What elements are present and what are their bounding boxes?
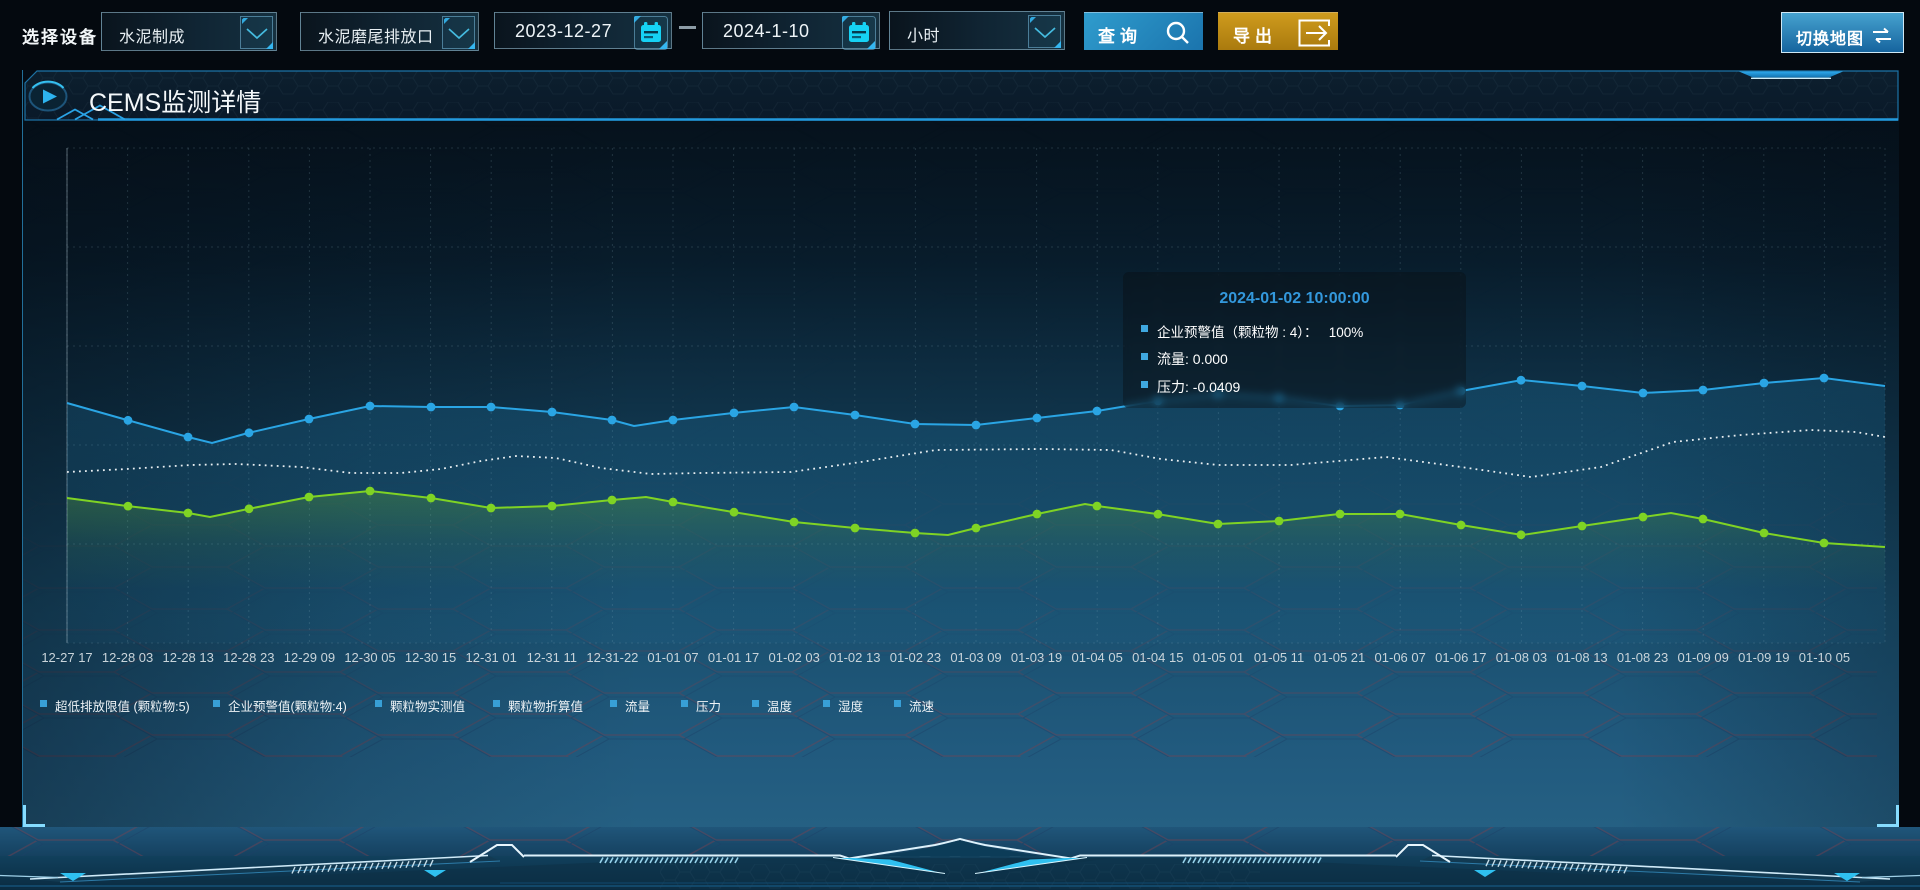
- svg-text:12-27 17: 12-27 17: [41, 650, 92, 665]
- svg-text:12-31-22: 12-31-22: [586, 650, 638, 665]
- svg-text:01-03 19: 01-03 19: [1011, 650, 1062, 665]
- svg-text:01-05 21: 01-05 21: [1314, 650, 1365, 665]
- svg-text:01-08 13: 01-08 13: [1556, 650, 1607, 665]
- svg-text:12-29 09: 12-29 09: [284, 650, 335, 665]
- svg-text:01-01 17: 01-01 17: [708, 650, 759, 665]
- svg-text:01-05 01: 01-05 01: [1193, 650, 1244, 665]
- svg-text:01-04 05: 01-04 05: [1072, 650, 1123, 665]
- svg-text:01-06 17: 01-06 17: [1435, 650, 1486, 665]
- svg-text:12-28 03: 12-28 03: [102, 650, 153, 665]
- svg-text:01-04 15: 01-04 15: [1132, 650, 1183, 665]
- svg-text:01-06 07: 01-06 07: [1375, 650, 1426, 665]
- svg-text:01-09 19: 01-09 19: [1738, 650, 1789, 665]
- svg-text:01-02 13: 01-02 13: [829, 650, 880, 665]
- svg-text:01-05 11: 01-05 11: [1254, 650, 1304, 665]
- svg-text:12-31 11: 12-31 11: [527, 650, 577, 665]
- svg-text:12-31 01: 12-31 01: [466, 650, 517, 665]
- svg-text:01-02 23: 01-02 23: [890, 650, 941, 665]
- svg-text:01-01 07: 01-01 07: [647, 650, 698, 665]
- svg-text:01-08 03: 01-08 03: [1496, 650, 1547, 665]
- svg-text:12-30 15: 12-30 15: [405, 650, 456, 665]
- svg-text:01-09 09: 01-09 09: [1678, 650, 1729, 665]
- svg-text:12-30 05: 12-30 05: [344, 650, 395, 665]
- svg-text:01-10 05: 01-10 05: [1799, 650, 1850, 665]
- svg-text:01-02 03: 01-02 03: [769, 650, 820, 665]
- svg-text:12-28 23: 12-28 23: [223, 650, 274, 665]
- svg-text:12-28 13: 12-28 13: [163, 650, 214, 665]
- svg-text:01-08 23: 01-08 23: [1617, 650, 1668, 665]
- svg-text:01-03 09: 01-03 09: [950, 650, 1001, 665]
